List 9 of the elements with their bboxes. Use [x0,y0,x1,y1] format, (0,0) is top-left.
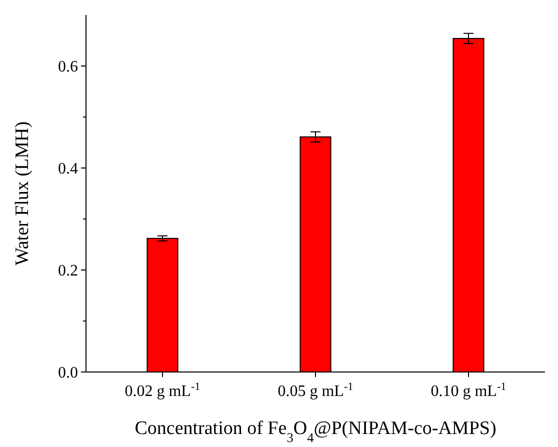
y-axis-title: Water Flux (LMH) [12,121,33,266]
y-tick-label: 0.6 [58,58,78,76]
x-tick-label: 0.10 g mL$^{-1}$ [430,381,506,400]
y-tick-label: 0.0 [58,364,78,382]
y-tick-label: 0.4 [58,160,78,178]
x-tick-label: 0.05 g mL$^{-1}$ [278,381,354,400]
x-axis-title: Concentration of Fe$_{3}$O$_{4}$@P(NIPAM-co-AMPS) [134,418,496,444]
y-tick-label: 0.2 [58,262,78,280]
x-tick-label: 0.02 g mL$^{-1}$ [124,381,200,400]
